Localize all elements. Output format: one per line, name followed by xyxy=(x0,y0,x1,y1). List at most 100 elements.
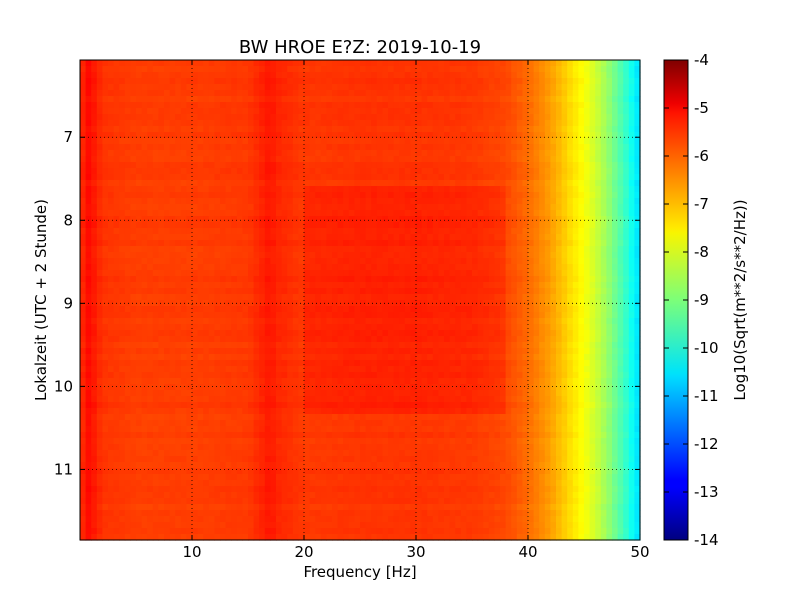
heatmap-cell xyxy=(444,186,451,193)
heatmap-cell xyxy=(304,204,311,211)
heatmap-cell xyxy=(320,186,327,193)
heatmap-cell xyxy=(578,168,585,175)
heatmap-cell xyxy=(500,204,507,211)
heatmap-cell xyxy=(242,294,249,301)
heatmap-cell xyxy=(304,318,311,325)
heatmap-cell xyxy=(130,138,137,145)
heatmap-cell xyxy=(567,324,574,331)
heatmap-cell xyxy=(438,252,445,259)
heatmap-cell xyxy=(472,234,479,241)
heatmap-cell xyxy=(376,300,383,307)
heatmap-cell xyxy=(186,216,193,223)
heatmap-cell xyxy=(253,330,260,337)
heatmap-cell xyxy=(85,168,92,175)
heatmap-cell xyxy=(612,294,619,301)
heatmap-cell xyxy=(124,114,131,121)
heatmap-cell xyxy=(164,234,171,241)
heatmap-cell xyxy=(253,192,260,199)
heatmap-cell xyxy=(634,114,641,121)
heatmap-cell xyxy=(528,66,535,73)
heatmap-cell xyxy=(119,348,126,355)
heatmap-cell xyxy=(466,240,473,247)
heatmap-cell xyxy=(460,198,467,205)
heatmap-cell xyxy=(147,300,154,307)
heatmap-cell xyxy=(186,114,193,121)
heatmap-cell xyxy=(320,306,327,313)
heatmap-cell xyxy=(276,144,283,151)
heatmap-cell xyxy=(483,330,490,337)
heatmap-cell xyxy=(315,252,322,259)
heatmap-cell xyxy=(544,132,551,139)
heatmap-cell xyxy=(231,192,238,199)
heatmap-cell xyxy=(556,174,563,181)
heatmap-cell xyxy=(528,330,535,337)
heatmap-cell xyxy=(96,108,103,115)
heatmap-cell xyxy=(606,96,613,103)
heatmap-cell xyxy=(343,282,350,289)
heatmap-cell xyxy=(248,342,255,349)
heatmap-cell xyxy=(376,204,383,211)
heatmap-cell xyxy=(500,318,507,325)
heatmap-cell xyxy=(589,198,596,205)
heatmap-cell xyxy=(298,282,305,289)
heatmap-cell xyxy=(214,180,221,187)
heatmap-cell xyxy=(556,306,563,313)
heatmap-cell xyxy=(365,198,372,205)
heatmap-cell xyxy=(460,228,467,235)
heatmap-cell xyxy=(113,354,120,361)
heatmap-cell xyxy=(522,234,529,241)
heatmap-cell xyxy=(85,186,92,193)
heatmap-cell xyxy=(164,144,171,151)
heatmap-cell xyxy=(259,264,266,271)
heatmap-cell xyxy=(85,234,92,241)
heatmap-cell xyxy=(214,342,221,349)
heatmap-cell xyxy=(550,276,557,283)
heatmap-cell xyxy=(113,264,120,271)
heatmap-cell xyxy=(522,96,529,103)
heatmap-cell xyxy=(477,306,484,313)
heatmap-cell xyxy=(427,108,434,115)
heatmap-cell xyxy=(175,288,182,295)
heatmap-cell xyxy=(550,228,557,235)
heatmap-cell xyxy=(197,252,204,259)
heatmap-cell xyxy=(108,264,115,271)
heatmap-cell xyxy=(634,132,641,139)
heatmap-cell xyxy=(516,276,523,283)
heatmap-cell xyxy=(287,66,294,73)
heatmap-cell xyxy=(197,66,204,73)
heatmap-cell xyxy=(136,246,143,253)
heatmap-cell xyxy=(522,276,529,283)
heatmap-cell xyxy=(421,282,428,289)
heatmap-cell xyxy=(623,348,630,355)
heatmap-cell xyxy=(259,210,266,217)
heatmap-cell xyxy=(276,126,283,133)
heatmap-cell xyxy=(141,324,148,331)
heatmap-cell xyxy=(376,126,383,133)
heatmap-cell xyxy=(85,156,92,163)
heatmap-cell xyxy=(522,102,529,109)
heatmap-cell xyxy=(315,168,322,175)
heatmap-cell xyxy=(494,246,501,253)
heatmap-cell xyxy=(606,174,613,181)
heatmap-cell xyxy=(248,210,255,217)
heatmap-cell xyxy=(623,210,630,217)
heatmap-cell xyxy=(628,66,635,73)
heatmap-cell xyxy=(130,96,137,103)
heatmap-cell xyxy=(326,210,333,217)
heatmap-cell xyxy=(113,90,120,97)
heatmap-cell xyxy=(332,282,339,289)
heatmap-cell xyxy=(617,198,624,205)
heatmap-cell xyxy=(281,78,288,85)
heatmap-cell xyxy=(360,234,367,241)
heatmap-cell xyxy=(298,66,305,73)
heatmap-cell xyxy=(472,60,479,67)
heatmap-cell xyxy=(186,270,193,277)
heatmap-cell xyxy=(108,186,115,193)
heatmap-cell xyxy=(376,258,383,265)
heatmap-cell xyxy=(494,276,501,283)
heatmap-cell xyxy=(242,174,249,181)
heatmap-cell xyxy=(561,324,568,331)
heatmap-cell xyxy=(158,174,165,181)
heatmap-cell xyxy=(326,174,333,181)
heatmap-cell xyxy=(572,114,579,121)
